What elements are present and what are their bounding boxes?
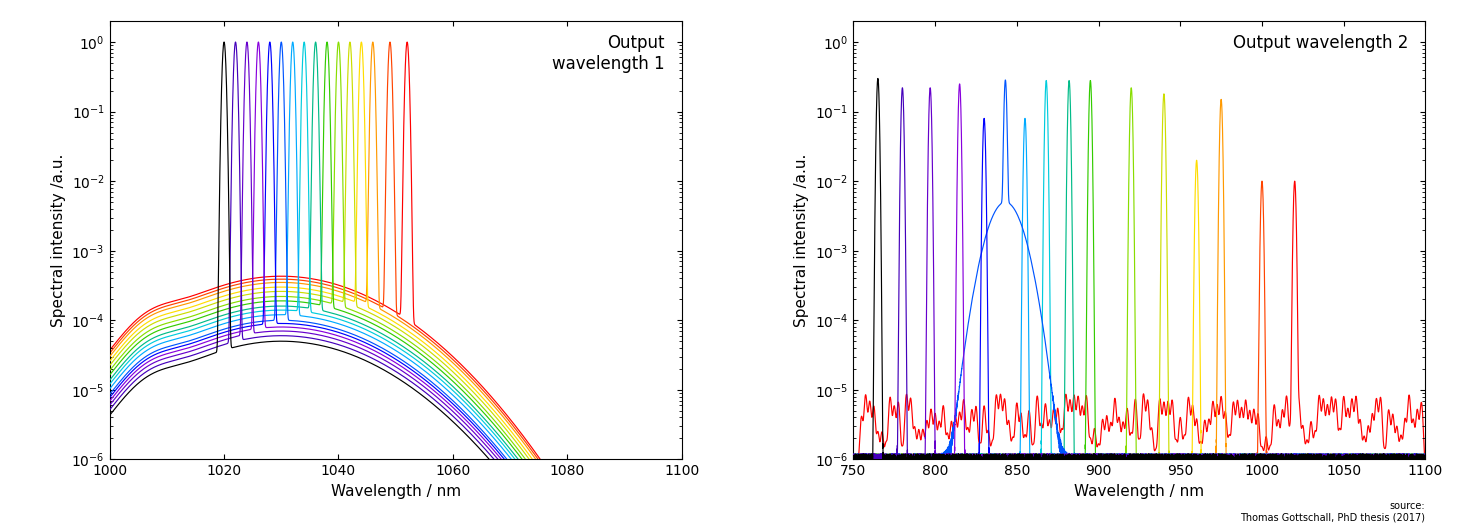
Text: Output
wavelength 1: Output wavelength 1 — [553, 34, 665, 73]
Y-axis label: Spectral intensity /a.u.: Spectral intensity /a.u. — [51, 154, 66, 327]
Text: Output wavelength 2: Output wavelength 2 — [1232, 34, 1408, 52]
Text: source:
Thomas Gottschall, PhD thesis (2017): source: Thomas Gottschall, PhD thesis (2… — [1240, 501, 1425, 523]
X-axis label: Wavelength / nm: Wavelength / nm — [330, 484, 461, 499]
Y-axis label: Spectral intensity /a.u.: Spectral intensity /a.u. — [794, 154, 810, 327]
X-axis label: Wavelength / nm: Wavelength / nm — [1075, 484, 1205, 499]
